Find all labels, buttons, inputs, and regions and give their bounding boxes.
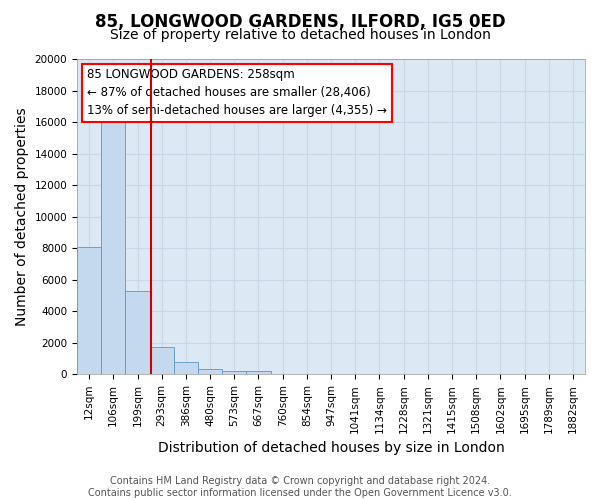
Bar bbox=[222, 371, 247, 374]
Bar bbox=[174, 362, 198, 374]
Bar bbox=[125, 290, 149, 374]
Text: 85 LONGWOOD GARDENS: 258sqm
← 87% of detached houses are smaller (28,406)
13% of: 85 LONGWOOD GARDENS: 258sqm ← 87% of det… bbox=[87, 68, 387, 117]
Text: Size of property relative to detached houses in London: Size of property relative to detached ho… bbox=[110, 28, 490, 42]
Bar bbox=[77, 246, 101, 374]
Text: 85, LONGWOOD GARDENS, ILFORD, IG5 0ED: 85, LONGWOOD GARDENS, ILFORD, IG5 0ED bbox=[95, 12, 505, 30]
Bar bbox=[247, 371, 271, 374]
Text: Contains HM Land Registry data © Crown copyright and database right 2024.
Contai: Contains HM Land Registry data © Crown c… bbox=[88, 476, 512, 498]
Y-axis label: Number of detached properties: Number of detached properties bbox=[15, 108, 29, 326]
Bar bbox=[198, 370, 222, 374]
Bar bbox=[149, 346, 174, 374]
Bar bbox=[101, 114, 125, 374]
X-axis label: Distribution of detached houses by size in London: Distribution of detached houses by size … bbox=[158, 441, 505, 455]
